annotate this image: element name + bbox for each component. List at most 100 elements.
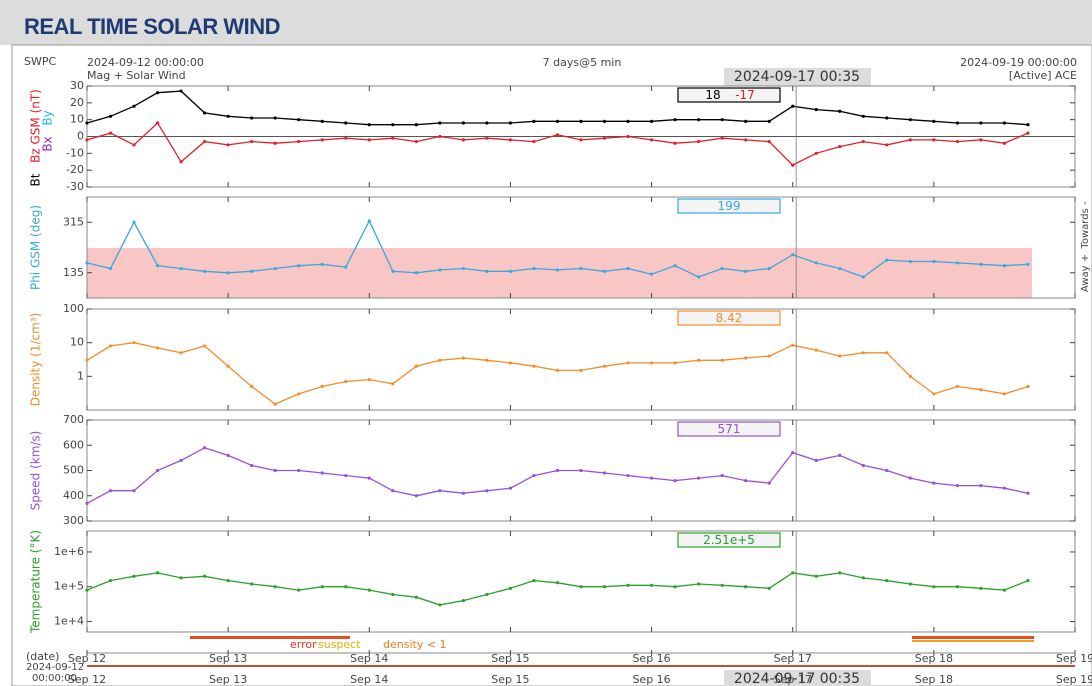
data-point [485,592,489,597]
data-point [1002,392,1007,396]
data-point [273,141,277,145]
data-point [767,354,771,358]
data-point [697,118,701,122]
data-point [908,259,912,264]
data-point [155,264,160,268]
data-point [414,494,418,498]
x-tick-label: Sep 19 [1056,673,1092,686]
data-point [838,266,842,271]
data-point [297,118,301,122]
cursor-time: 2024-09-17 00:35 [734,69,860,85]
panel: 300 400 500 600 700 Speed (km/s) 571 [29,413,1076,527]
data-point [132,489,136,493]
y-tick-label: -20 [66,163,84,176]
data-point [626,119,630,123]
y-tick-label: 1e+6 [54,545,84,558]
y-tick-label: 500 [63,464,84,477]
data-point [155,468,160,473]
side-label: Away + [1080,254,1091,292]
x-tick-label: Sep 14 [350,673,388,686]
data-point [932,585,936,589]
data-point [979,262,983,266]
status-error: error [290,638,317,651]
status-segment [190,636,350,639]
y-axis-label: Bz GSM (nT) [29,89,43,163]
data-point [791,450,795,455]
panel: -30 -20 -10 0 10 20 30 Bt Bz GSM (nT)By Bx 18 -17 [29,79,1076,193]
data-point [485,136,489,140]
data-point [438,603,442,607]
subtitle: Mag + Solar Wind [87,69,186,82]
data-point [932,481,936,485]
data-point [179,266,183,271]
data-point [697,476,701,480]
data-point [885,143,889,147]
y-tick-label: 10 [70,336,84,349]
start-clock: 00:00:00 [32,673,77,684]
y-tick-label: 1e+5 [54,580,84,593]
start-time: 2024-09-12 00:00:00 [87,56,204,69]
data-point [1002,486,1007,490]
data-point [720,583,724,587]
data-point [461,598,465,603]
data-point [438,121,442,125]
data-point [673,264,677,268]
data-point [1026,384,1030,389]
data-point [579,138,583,142]
readout-box [677,532,781,548]
date-label: (date) [26,650,59,663]
data-point [108,344,113,348]
data-point [885,468,889,473]
data-point [932,259,936,264]
data-point [579,119,583,123]
data-point [108,579,113,583]
cursor-box [724,68,871,86]
data-point [367,138,371,142]
data-point [108,489,113,493]
data-point [932,138,936,142]
data-point [532,139,536,144]
data-point [579,585,583,589]
data-point [203,344,207,348]
data-point [297,139,301,144]
data-point [320,384,324,389]
data-point [132,574,136,578]
data-point [461,121,465,125]
data-point [85,588,89,592]
y-tick-label: 1 [77,369,84,382]
data-point [744,269,748,273]
x-tick-label: Sep 16 [632,673,670,686]
data-point [767,119,771,123]
data-point [908,374,912,378]
data-point [414,139,418,144]
data-point [108,131,113,135]
page-title: REAL TIME SOLAR WIND [24,14,280,39]
data-point [979,484,983,488]
data-point [720,118,724,122]
readout-value: 2.51e+5 [703,533,755,547]
data-point [85,501,89,505]
data-point [908,582,912,586]
data-point [649,361,654,365]
data-point [697,358,701,362]
readout-box [677,87,781,103]
data-point [179,576,183,580]
start-date: 2024-09-12 [26,662,84,673]
data-point [955,261,959,265]
data-point [203,269,207,273]
data-point [955,121,959,125]
x-tick-label: Sep 13 [209,673,247,686]
data-point [414,364,418,368]
data-point [579,468,583,473]
status-segment [912,636,1034,639]
data-point [414,271,418,275]
data-point [814,151,818,155]
data-point [391,123,395,127]
data-point [626,583,630,587]
readout-box [677,198,781,214]
data-point [720,266,724,271]
data-point [85,261,89,265]
y-tick-label: 400 [63,489,84,502]
data-point [532,364,536,368]
